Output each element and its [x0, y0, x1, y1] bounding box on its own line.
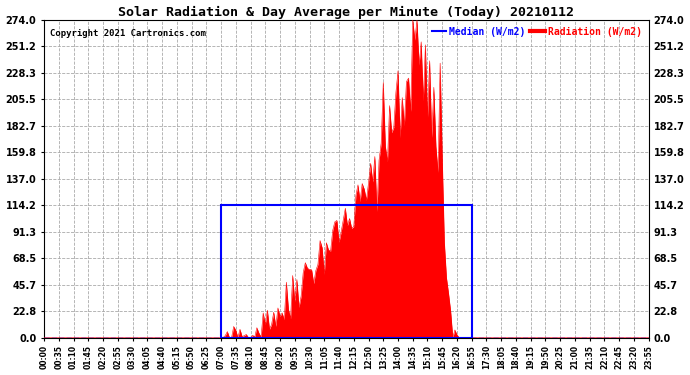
Text: Copyright 2021 Cartronics.com: Copyright 2021 Cartronics.com [50, 29, 206, 38]
Bar [221, 205, 472, 338]
Title: Solar Radiation & Day Average per Minute (Today) 20210112: Solar Radiation & Day Average per Minute… [119, 6, 574, 19]
Legend: Median (W/m2), Radiation (W/m2): Median (W/m2), Radiation (W/m2) [430, 25, 644, 39]
